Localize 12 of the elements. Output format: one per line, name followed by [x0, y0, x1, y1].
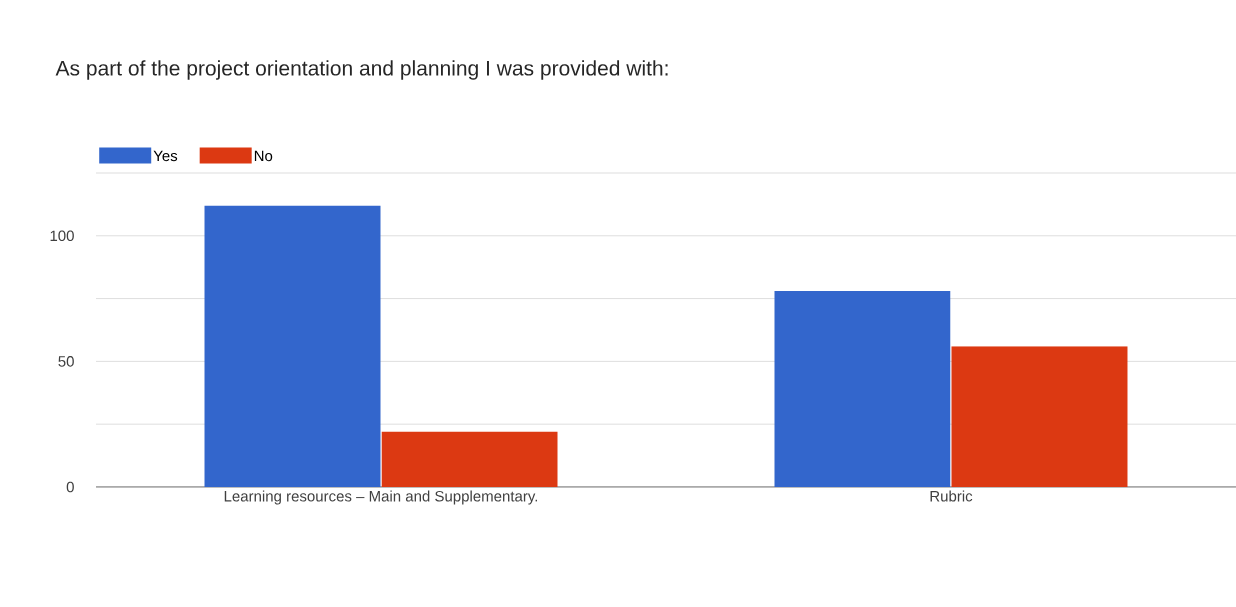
- chart-title: As part of the project orientation and planning I was provided with:: [55, 60, 668, 80]
- bar: [381, 431, 558, 487]
- bar: [774, 291, 951, 487]
- y-tick-label: 100: [50, 230, 74, 242]
- x-tick-label: Learning resources – Main and Supplementary.: [224, 490, 538, 505]
- bar: [204, 205, 381, 487]
- legend-label: No: [254, 150, 273, 162]
- legend-label: Yes: [153, 150, 178, 162]
- y-tick-label: 50: [58, 356, 74, 367]
- x-tick-label: Rubric: [930, 490, 973, 502]
- bar: [951, 346, 1128, 487]
- y-tick-label: 0: [66, 481, 74, 493]
